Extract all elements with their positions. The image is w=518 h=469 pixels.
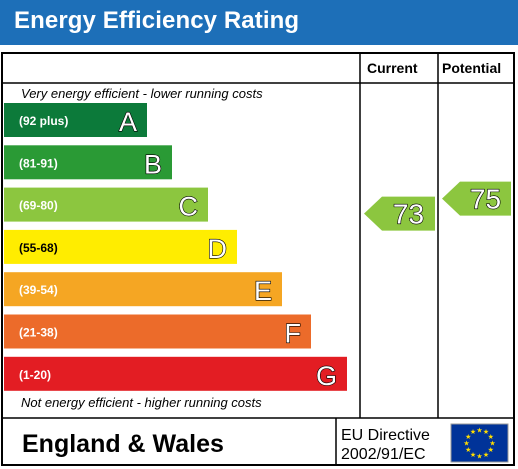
band-letter-c: C xyxy=(179,192,199,222)
band-range-e: (39-54) xyxy=(19,283,58,297)
flag-star-icon: ★ xyxy=(465,433,471,441)
column-header-potential: Potential xyxy=(442,60,501,76)
chart-frame xyxy=(1,52,515,466)
directive-line2: 2002/91/EC xyxy=(341,446,426,463)
band-b: (81-91) B xyxy=(4,145,172,180)
flag-star-icon: ★ xyxy=(470,451,476,459)
band-letter-a: A xyxy=(119,107,137,137)
band-range-g: (1-20) xyxy=(19,368,51,382)
region-label: England & Wales xyxy=(22,430,224,458)
flag-star-icon: ★ xyxy=(483,451,489,459)
current-arrow-shape xyxy=(364,196,435,231)
band-range-d: (55-68) xyxy=(19,241,58,255)
flag-star-icon: ★ xyxy=(488,446,494,454)
flag-star-icon: ★ xyxy=(483,428,489,436)
band-d: (55-68) D xyxy=(4,229,237,264)
potential-arrow-shape xyxy=(442,181,511,216)
band-bar-c xyxy=(4,187,208,222)
potential-rating-arrow: 75 xyxy=(442,181,511,216)
band-letter-e: E xyxy=(254,276,272,306)
band-letter-b: B xyxy=(144,149,162,179)
flag-star-icon: ★ xyxy=(488,433,494,441)
band-bar-b xyxy=(4,145,172,180)
band-c: (69-80) C xyxy=(4,187,208,222)
band-range-f: (21-38) xyxy=(19,326,58,340)
band-g: (1-20) G xyxy=(4,356,347,391)
band-letter-d: D xyxy=(208,234,228,264)
band-f: (21-38) F xyxy=(4,314,311,349)
current-rating-arrow: 73 xyxy=(364,196,435,231)
header-bar: Energy Efficiency Rating xyxy=(0,0,518,45)
band-a: (92 plus) A xyxy=(4,103,147,138)
page-title: Energy Efficiency Rating xyxy=(14,7,300,34)
band-bar-a xyxy=(4,103,147,137)
potential-arrow-value: 75 xyxy=(470,184,501,215)
column-header-current: Current xyxy=(367,60,418,76)
eu-flag-icon: ★ ★★★★★★★★★★★ xyxy=(450,423,509,463)
band-bar-d xyxy=(4,229,237,264)
flag-star-icon: ★ xyxy=(476,453,482,461)
current-arrow-value: 73 xyxy=(393,199,424,230)
band-letter-f: F xyxy=(285,319,302,349)
top-caption: Very energy efficient - lower running co… xyxy=(21,86,263,101)
band-letter-g: G xyxy=(316,361,337,391)
flag-star-icon: ★ xyxy=(489,440,495,448)
band-range-c: (69-80) xyxy=(19,199,58,213)
flag-star-icon: ★ xyxy=(465,446,471,454)
band-e: (39-54) E xyxy=(4,272,282,307)
band-bar-g xyxy=(4,356,347,391)
flag-star-icon: ★ xyxy=(463,440,469,448)
flag-star-icon: ★ xyxy=(470,428,476,436)
flag-star-icon: ★ xyxy=(476,427,482,435)
band-bar-f xyxy=(4,314,311,349)
band-bar-e xyxy=(4,272,282,307)
bottom-caption: Not energy efficient - higher running co… xyxy=(21,395,262,410)
band-range-a: (92 plus) xyxy=(19,114,68,128)
rating-bands: (92 plus) A (81-91) B (69-80) C (55-68) D (39-54… xyxy=(4,103,347,391)
band-range-b: (81-91) xyxy=(19,156,58,170)
directive-line1: EU Directive xyxy=(341,427,430,444)
